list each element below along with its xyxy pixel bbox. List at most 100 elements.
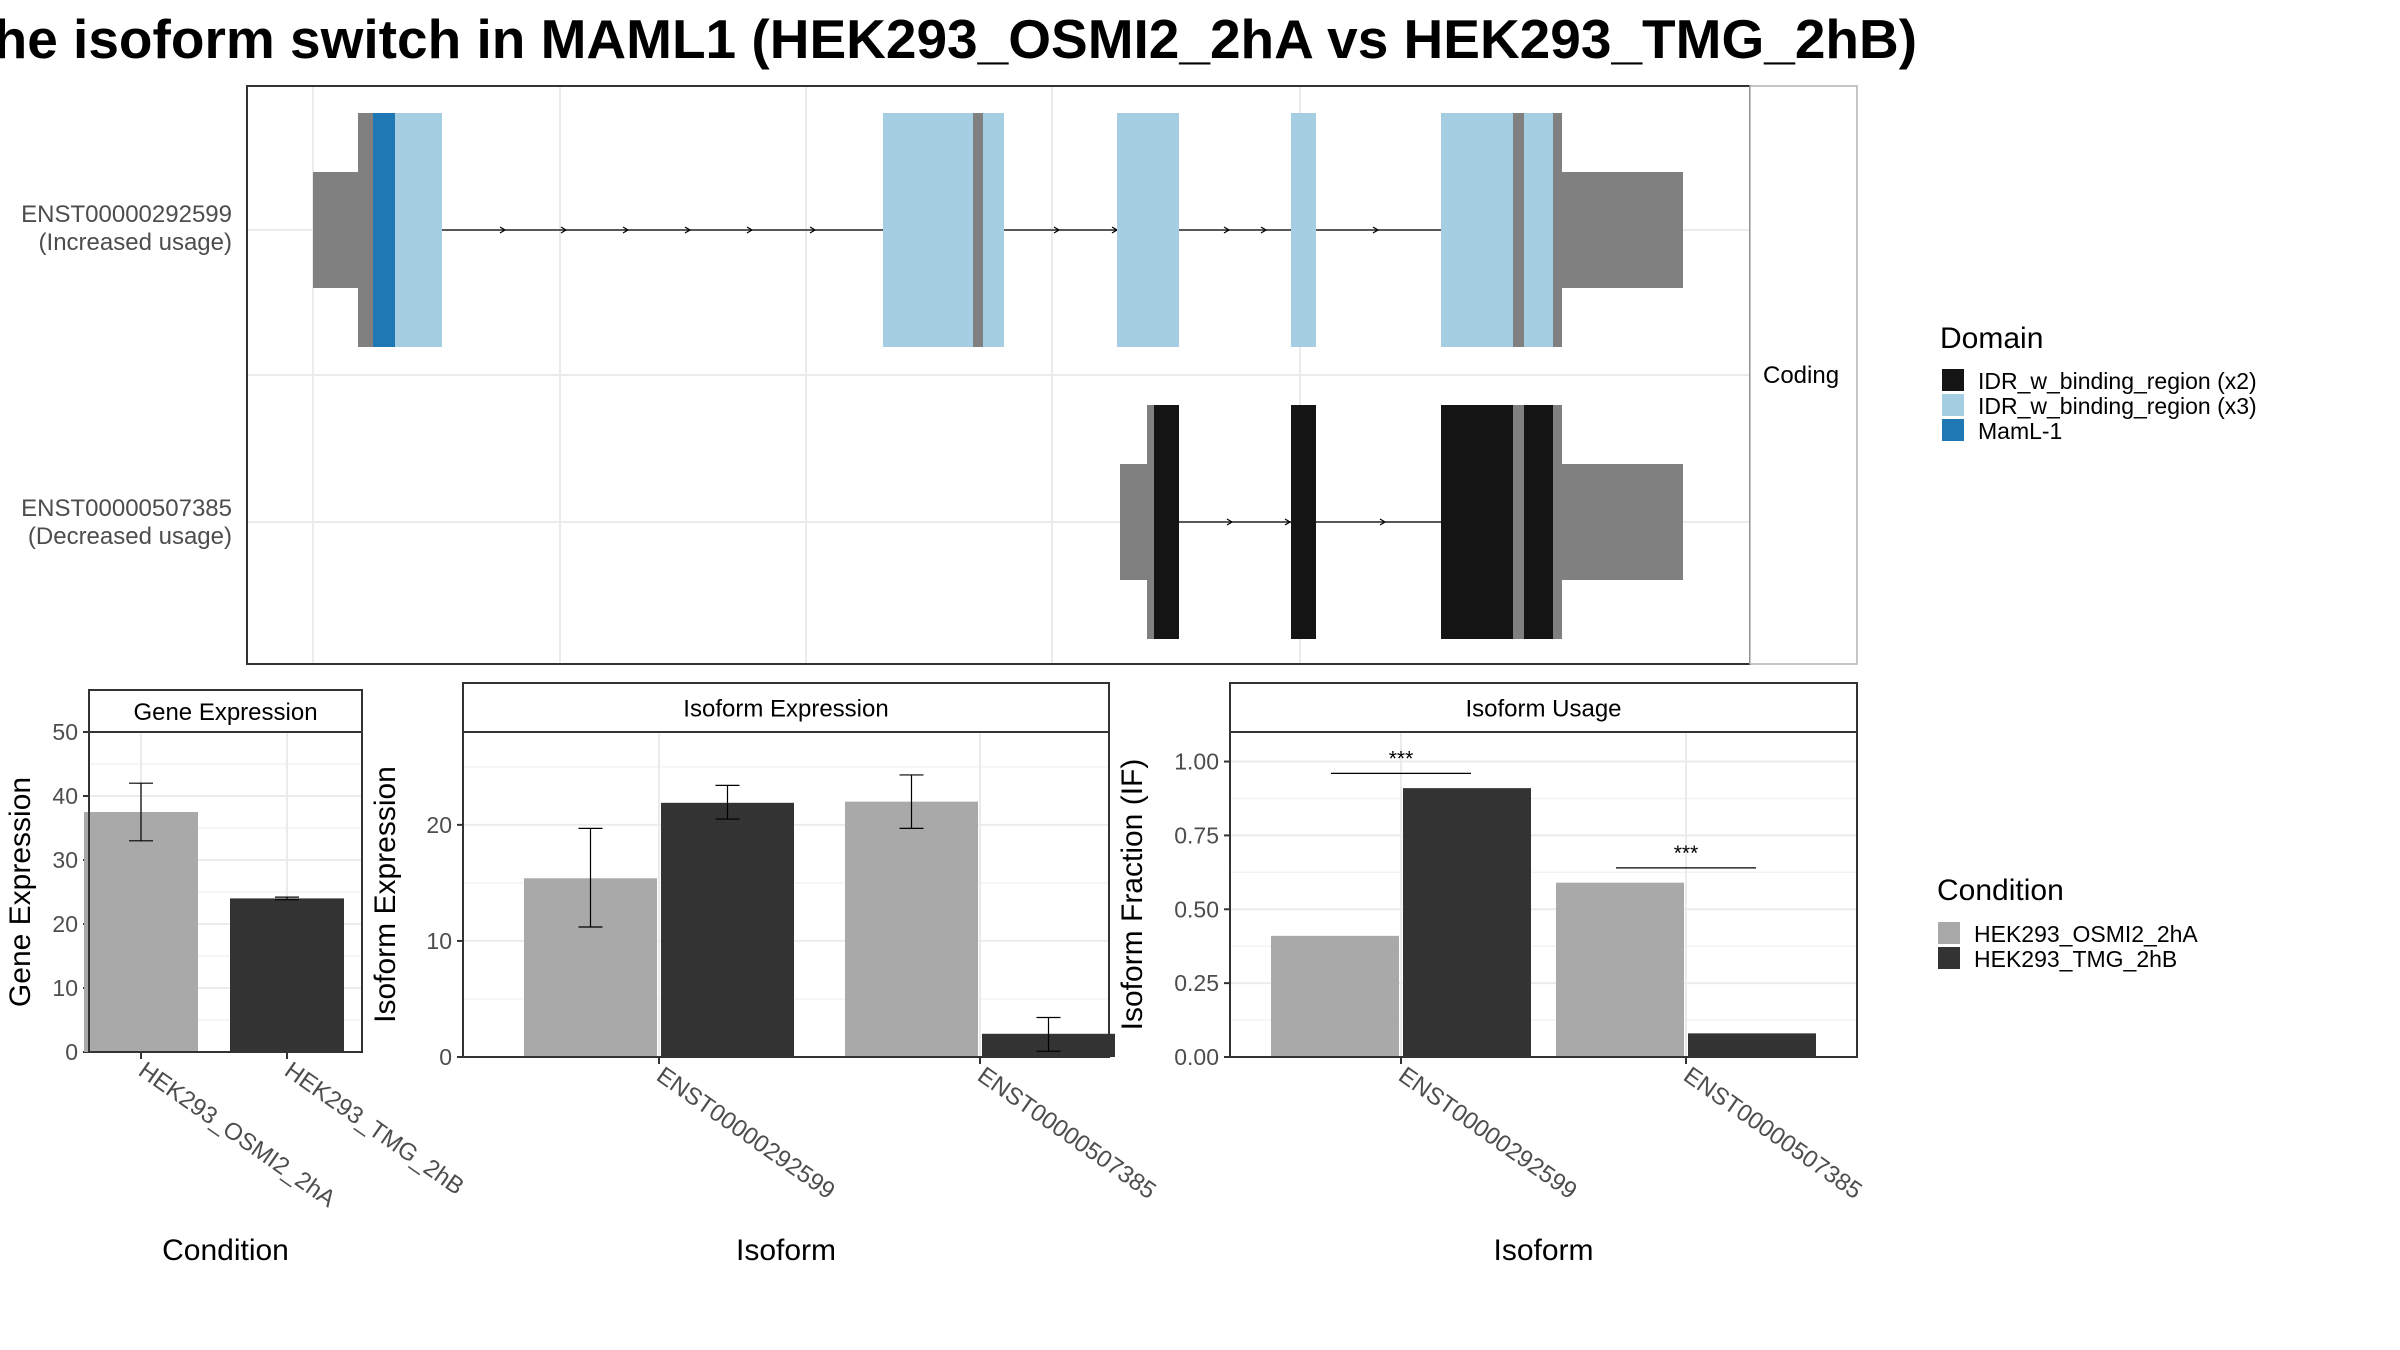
- significance-label: ***: [1389, 747, 1414, 770]
- legend-key-cond-b: [1938, 947, 1960, 969]
- exon-block: [1120, 464, 1147, 580]
- exon-block: [1562, 464, 1683, 580]
- exon-block: [1291, 113, 1316, 347]
- exon-block: [973, 113, 983, 347]
- isoform-usage-panel: 0.00 0.25 0.50 0.75 1.00 *** *** Isoform Usage E…: [1116, 682, 1867, 1267]
- intron-arrow: [1223, 226, 1231, 234]
- panel-strip: [88, 689, 363, 733]
- exon-block: [1524, 405, 1553, 639]
- y-tick-label: 20: [52, 911, 78, 937]
- legend-key-x3: [1942, 394, 1964, 416]
- x-tick-label: ENST00000507385: [1679, 1062, 1867, 1205]
- facet-label-coding: Coding: [1763, 362, 1839, 389]
- y-tick-label: 1.00: [1174, 749, 1219, 775]
- exon-block: [1117, 113, 1179, 347]
- panel-strip-title: Isoform Usage: [1465, 696, 1621, 723]
- bar: [1271, 935, 1399, 1057]
- intron-arrow: [560, 226, 568, 234]
- intron-arrow: [1284, 518, 1292, 526]
- exon-block: [1562, 172, 1683, 288]
- bar: [230, 898, 344, 1052]
- exon-block: [1441, 405, 1513, 639]
- y-tick-label: 0.25: [1174, 970, 1219, 996]
- exon-block: [1513, 405, 1524, 639]
- legend-key-cond-a: [1938, 922, 1960, 944]
- intron-arrow: [1379, 518, 1387, 526]
- panel-strip: [462, 682, 1110, 733]
- significance-label: ***: [1674, 842, 1699, 865]
- isoform-usage-1: (Increased usage): [39, 229, 232, 256]
- bar: [845, 801, 978, 1057]
- y-tick-label: 0.75: [1174, 822, 1219, 848]
- intron-arrow: [684, 226, 692, 234]
- intron-arrow: [499, 226, 507, 234]
- exon-block: [373, 113, 395, 347]
- intron-arrow: [809, 226, 817, 234]
- exon-block: [1524, 113, 1553, 347]
- exon-block: [1513, 113, 1524, 347]
- y-axis-title: Gene Expression: [4, 777, 37, 1007]
- legend-label-x2: IDR_w_binding_region (x2): [1978, 368, 2257, 394]
- isoform-label-1: ENST00000292599: [21, 201, 232, 228]
- exon-block: [358, 113, 373, 347]
- legend-key-x2: [1942, 369, 1964, 391]
- isoform-expression-panel: 0 10 20 Isoform Expression ENST00000292599 EN…: [369, 682, 1161, 1267]
- exon-block: [313, 172, 358, 288]
- legend-label-maml: MamL-1: [1978, 418, 2062, 444]
- intron-arrow: [622, 226, 630, 234]
- exon-block: [1553, 113, 1562, 347]
- exon-block: [883, 113, 973, 347]
- domain-legend: Domain IDR_w_binding_region (x2) IDR_w_b…: [1940, 322, 2257, 444]
- x-axis-title: Isoform: [736, 1234, 836, 1267]
- domain-legend-title: Domain: [1940, 322, 2043, 355]
- exon-block: [1441, 113, 1513, 347]
- panel-strip-title: Gene Expression: [133, 699, 317, 726]
- y-tick-label: 10: [426, 928, 452, 954]
- x-axis-title: Isoform: [1493, 1234, 1593, 1267]
- structure-panel: Coding ENST00000292599 (Increased usage)…: [21, 85, 1858, 665]
- bar: [1403, 788, 1531, 1057]
- exon-block: [1147, 405, 1154, 639]
- x-tick-label: ENST00000292599: [652, 1062, 840, 1205]
- y-tick-label: 10: [52, 975, 78, 1001]
- exon-block: [1553, 405, 1562, 639]
- bar: [1556, 882, 1684, 1057]
- isoform-usage-2: (Decreased usage): [28, 523, 232, 550]
- legend-label-cond-a: HEK293_OSMI2_2hA: [1974, 921, 2198, 947]
- isoform-label-2: ENST00000507385: [21, 495, 232, 522]
- condition-legend-title: Condition: [1937, 874, 2064, 907]
- intron-arrow: [1226, 518, 1234, 526]
- y-axis-title: Isoform Expression: [369, 766, 402, 1023]
- x-tick-label: ENST00000507385: [973, 1062, 1161, 1205]
- y-tick-label: 0: [65, 1039, 78, 1065]
- legend-key-maml: [1942, 419, 1964, 441]
- x-tick-label: ENST00000292599: [1394, 1062, 1582, 1205]
- legend-label-x3: IDR_w_binding_region (x3): [1978, 393, 2257, 419]
- x-axis-title: Condition: [162, 1234, 289, 1267]
- y-tick-label: 0.50: [1174, 896, 1219, 922]
- bar: [661, 802, 794, 1057]
- figure-title: The isoform switch in MAML1 (HEK293_OSMI…: [0, 8, 1917, 70]
- y-tick-label: 0.00: [1174, 1044, 1219, 1070]
- panel-strip-title: Isoform Expression: [683, 696, 888, 723]
- y-tick-label: 0: [439, 1044, 452, 1070]
- bar: [84, 812, 198, 1052]
- legend-label-cond-b: HEK293_TMG_2hB: [1974, 946, 2177, 972]
- intron-arrow: [1260, 226, 1268, 234]
- y-tick-label: 50: [52, 719, 78, 745]
- exon-block: [1154, 405, 1179, 639]
- exon-block: [395, 113, 442, 347]
- bar: [1688, 1033, 1816, 1057]
- y-tick-label: 40: [52, 783, 78, 809]
- exon-block: [983, 113, 1004, 347]
- y-axis-title: Isoform Fraction (IF): [1116, 759, 1149, 1031]
- intron-arrow: [746, 226, 754, 234]
- intron-arrow: [1372, 226, 1380, 234]
- intron-arrow: [1053, 226, 1061, 234]
- facet-strip-coding: [1749, 85, 1858, 665]
- y-tick-label: 30: [52, 847, 78, 873]
- transcript-structures: [313, 113, 1683, 639]
- y-tick-label: 20: [426, 812, 452, 838]
- condition-legend: Condition HEK293_OSMI2_2hA HEK293_TMG_2h…: [1937, 874, 2198, 972]
